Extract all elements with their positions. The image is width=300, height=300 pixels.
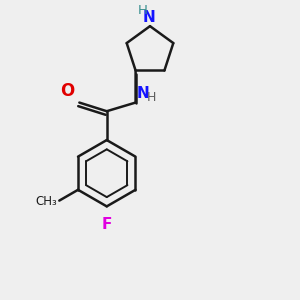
Text: CH₃: CH₃	[35, 195, 57, 208]
Text: H: H	[146, 91, 156, 104]
Text: F: F	[102, 217, 112, 232]
Text: N: N	[142, 10, 155, 25]
Text: N: N	[136, 86, 149, 101]
Text: H: H	[138, 4, 148, 17]
Text: O: O	[61, 82, 75, 100]
